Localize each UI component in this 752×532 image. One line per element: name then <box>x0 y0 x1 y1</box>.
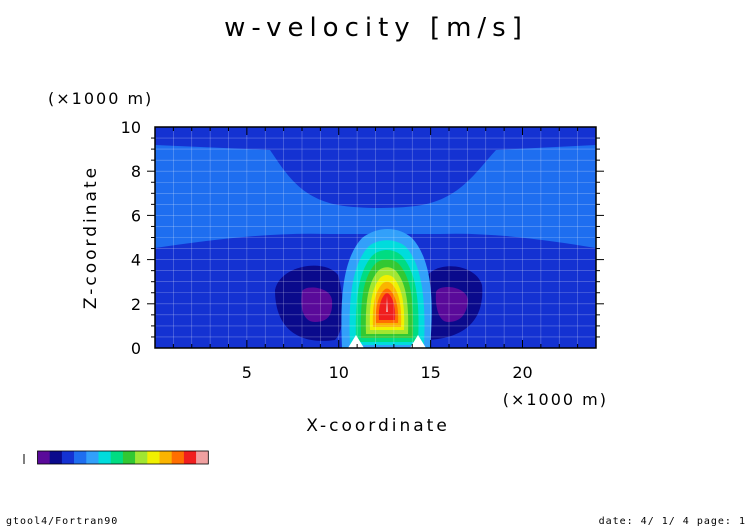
chart-title: w-velocity [m/s] <box>224 13 528 43</box>
contour-band-left-core <box>301 287 333 322</box>
y-tick-label: 0 <box>131 339 141 358</box>
colorbar-swatch <box>74 451 87 464</box>
contour-field <box>155 127 596 348</box>
colorbar-swatch <box>147 451 160 464</box>
y-tick-label: 2 <box>131 295 141 314</box>
colorbar-swatch <box>171 451 185 464</box>
footer-left: gtool4/Fortran90 <box>6 516 119 527</box>
axes: 5 10 15 20 0 2 4 6 8 10 <box>121 118 604 382</box>
colorbar-swatch <box>196 451 209 464</box>
mountain-left <box>348 335 364 348</box>
y-axis-unit: (×1000 m) <box>48 89 153 108</box>
colorbar-swatch <box>183 451 197 464</box>
x-tick-label: 10 <box>329 363 349 382</box>
x-tick-label: 15 <box>420 363 440 382</box>
x-axis-label: X-coordinate <box>306 416 450 436</box>
colorbar-swatch <box>122 451 136 464</box>
x-axis-unit: (×1000 m) <box>503 390 608 409</box>
colorbar-swatch <box>49 451 63 464</box>
colorbar-swatch <box>159 451 172 464</box>
x-tick-label: 5 <box>242 363 252 382</box>
contour-band-upper <box>155 145 596 248</box>
contour-band-right-core <box>435 287 468 322</box>
contour-band-top-cell <box>348 146 422 190</box>
y-tick-label: 4 <box>131 251 141 270</box>
y-axis-label: Z-coordinate <box>81 165 101 309</box>
x-tick-label: 20 <box>512 363 532 382</box>
y-tick-label: 8 <box>131 162 141 181</box>
footer-right: date: 4/ 1/ 4 page: 1 <box>598 516 746 527</box>
colorbar <box>23 450 209 465</box>
mountain-right <box>410 335 426 348</box>
colorbar-frame <box>37 450 209 465</box>
contour-band-updraft-peak <box>386 296 388 312</box>
colorbar-swatch <box>37 451 50 464</box>
y-tick-label: 6 <box>131 206 141 225</box>
colorbar-swatch <box>110 451 124 464</box>
y-tick-label: 10 <box>121 118 141 137</box>
colorbar-swatch <box>61 451 75 464</box>
colorbar-swatch <box>86 451 99 464</box>
colorbar-swatch <box>135 451 148 464</box>
colorbar-swatch <box>98 451 111 464</box>
grid-lines <box>155 127 596 348</box>
